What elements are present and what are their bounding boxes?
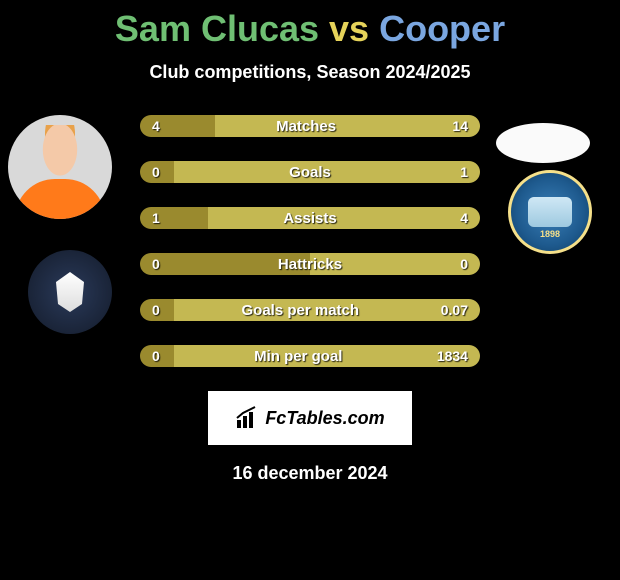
stat-row: 0Hattricks0: [140, 253, 480, 275]
player1-head: [30, 125, 90, 195]
bar-segment-right: [174, 299, 480, 321]
bar-segment-left: [140, 115, 215, 137]
stat-bar: 0Hattricks0: [140, 253, 480, 275]
stat-bar: 0Goals1: [140, 161, 480, 183]
stat-row: 1Assists4: [140, 207, 480, 229]
stat-bar: 0Goals per match0.07: [140, 299, 480, 321]
comparison-container: 1898 4Matches14 0Goals1 1Assists4 0Hattrick…: [0, 115, 620, 367]
title-player1: Sam Clucas: [115, 8, 319, 49]
stat-bar: 4Matches14: [140, 115, 480, 137]
bar-segment-left: [140, 161, 174, 183]
bar-segment-right: [208, 207, 480, 229]
stat-bar: 1Assists4: [140, 207, 480, 229]
bar-segment-left: [140, 207, 208, 229]
stat-row: 0Min per goal1834: [140, 345, 480, 367]
title-player2: Cooper: [379, 8, 505, 49]
chart-icon: [235, 406, 259, 430]
stat-bar: 0Min per goal1834: [140, 345, 480, 367]
stat-row: 4Matches14: [140, 115, 480, 137]
stat-row: 0Goals per match0.07: [140, 299, 480, 321]
watermark: FcTables.com: [208, 391, 412, 445]
bar-segment-left: [140, 345, 174, 367]
stat-row: 0Goals1: [140, 161, 480, 183]
bar-segment-right: [174, 345, 480, 367]
date: 16 december 2024: [0, 463, 620, 484]
owl-icon: [50, 272, 90, 312]
team2-inner-icon: [528, 197, 572, 227]
bar-segment-right: [215, 115, 480, 137]
watermark-text: FcTables.com: [265, 408, 384, 429]
page-title: Sam Clucas vs Cooper: [0, 0, 620, 50]
title-vs: vs: [319, 8, 379, 49]
subtitle: Club competitions, Season 2024/2025: [0, 62, 620, 83]
bar-segment-right: [310, 253, 480, 275]
player2-photo: [496, 123, 590, 163]
team1-badge: [28, 250, 112, 334]
player1-photo: [8, 115, 112, 219]
bar-segment-right: [174, 161, 480, 183]
bar-segment-left: [140, 299, 174, 321]
team2-year: 1898: [540, 229, 560, 239]
bar-segment-left: [140, 253, 310, 275]
comparison-bars: 4Matches14 0Goals1 1Assists4 0Hattricks0 0Go…: [140, 115, 480, 367]
team2-badge: 1898: [508, 170, 592, 254]
